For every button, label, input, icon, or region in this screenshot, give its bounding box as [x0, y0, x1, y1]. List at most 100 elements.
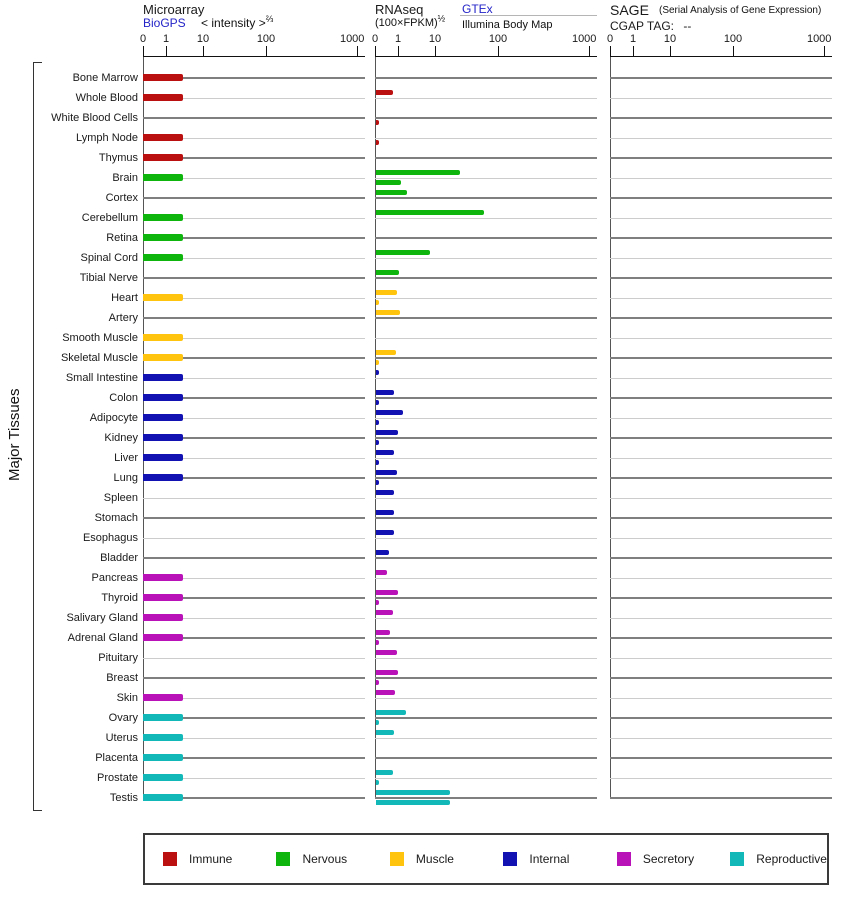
x-axis-tick	[398, 46, 399, 56]
illumina-bar	[376, 480, 379, 485]
x-axis-tick-label: 1000	[339, 33, 365, 45]
row-gridline	[610, 458, 832, 459]
microarray-bar	[143, 754, 183, 761]
gtex-bar	[376, 570, 387, 575]
row-gridline	[143, 498, 365, 499]
row-gridline	[610, 757, 832, 759]
row-gridline	[375, 778, 597, 779]
legend-label: Reproductive	[756, 852, 827, 866]
row-gridline	[610, 538, 832, 539]
x-axis-tick-label: 0	[606, 33, 614, 45]
row-gridline	[143, 197, 365, 199]
tissue-row-label-esophagus: Esophagus	[82, 532, 138, 544]
gtex-bar	[376, 610, 393, 615]
tissue-row-label-lymph-node: Lymph Node	[76, 132, 138, 144]
microarray-bar	[143, 474, 183, 481]
gtex-bar	[376, 550, 389, 555]
tissue-row-label-spinal-cord: Spinal Cord	[80, 252, 138, 264]
tissue-row-label-pituitary: Pituitary	[98, 652, 138, 664]
x-axis-line	[375, 56, 597, 57]
row-gridline	[143, 538, 365, 539]
tissue-row-label-spleen: Spleen	[103, 492, 138, 504]
gtex-bar	[376, 490, 394, 495]
row-gridline	[375, 98, 597, 99]
tissue-row-label-liver: Liver	[114, 452, 138, 464]
row-gridline	[375, 738, 597, 739]
tissue-bracket-top-tick	[33, 62, 42, 63]
illumina-bar	[376, 300, 379, 305]
gtex-bar	[376, 310, 400, 315]
tissue-row-label-small-intestine: Small Intestine	[65, 372, 138, 384]
row-gridline	[610, 778, 832, 779]
tissue-row-label-prostate: Prostate	[97, 772, 138, 784]
tissue-row-label-ovary: Ovary	[108, 712, 138, 724]
tissue-row-label-stomach: Stomach	[94, 512, 138, 524]
row-gridline	[375, 77, 597, 79]
tissue-row-label-uterus: Uterus	[105, 732, 138, 744]
x-axis-tick	[670, 46, 671, 56]
x-axis-tick	[589, 46, 590, 56]
row-gridline	[375, 157, 597, 159]
tissue-row-label-thyroid: Thyroid	[101, 592, 138, 604]
row-gridline	[375, 378, 597, 379]
row-gridline	[610, 298, 832, 299]
row-gridline	[143, 658, 365, 659]
row-gridline	[610, 437, 832, 439]
microarray-bar	[143, 574, 183, 581]
legend-swatch-secretory	[616, 852, 631, 866]
row-gridline	[610, 117, 832, 119]
gtex-bar	[376, 450, 394, 455]
tissue-row-label-breast: Breast	[106, 672, 138, 684]
gtex-bar	[376, 390, 394, 395]
legend-label: Muscle	[415, 852, 454, 866]
gtex-bar	[376, 510, 394, 515]
illumina-bar	[376, 140, 379, 145]
illumina-body-map-label: Illumina Body Map	[462, 19, 553, 31]
microarray-bar	[143, 214, 183, 221]
row-gridline	[610, 258, 832, 259]
row-gridline	[375, 618, 597, 619]
tissue-row-label-kidney: Kidney	[104, 432, 138, 444]
microarray-bar	[143, 74, 183, 81]
row-gridline	[143, 277, 365, 279]
microarray-bar	[143, 234, 183, 241]
gtex-link[interactable]: GTEx	[462, 2, 493, 16]
row-gridline	[375, 717, 597, 719]
microarray-bar	[143, 154, 183, 161]
illumina-bar	[376, 800, 450, 805]
gtex-bar	[376, 410, 403, 415]
panel-left-border	[375, 57, 376, 799]
row-gridline	[610, 477, 832, 479]
gtex-bar	[376, 790, 450, 795]
tissue-row-label-colon: Colon	[109, 392, 138, 404]
row-gridline	[610, 717, 832, 719]
microarray-bar	[143, 174, 183, 181]
row-gridline	[610, 77, 832, 79]
microarray-bar	[143, 414, 183, 421]
gtex-bar	[376, 470, 397, 475]
row-gridline	[610, 658, 832, 659]
row-gridline	[143, 517, 365, 519]
illumina-bar	[376, 420, 379, 425]
row-gridline	[375, 338, 597, 339]
row-gridline	[375, 477, 597, 479]
tissue-row-label-tibial-nerve: Tibial Nerve	[79, 272, 138, 284]
panel-left-border	[143, 57, 144, 799]
legend-swatch-muscle	[389, 852, 404, 866]
microarray-bar	[143, 334, 183, 341]
gtex-bar	[376, 430, 398, 435]
row-gridline	[610, 197, 832, 199]
microarray-bar	[143, 254, 183, 261]
row-gridline	[610, 418, 832, 419]
row-gridline	[610, 157, 832, 159]
gtex-bar	[376, 170, 460, 175]
x-axis-tick	[166, 46, 167, 56]
gtex-bar	[376, 730, 394, 735]
row-gridline	[610, 237, 832, 239]
row-gridline	[375, 237, 597, 239]
x-axis-tick-label: 0	[371, 33, 379, 45]
row-gridline	[610, 338, 832, 339]
biogps-link[interactable]: BioGPS	[143, 16, 186, 30]
tissue-row-label-smooth-muscle: Smooth Muscle	[62, 332, 138, 344]
x-axis-tick	[357, 46, 358, 56]
